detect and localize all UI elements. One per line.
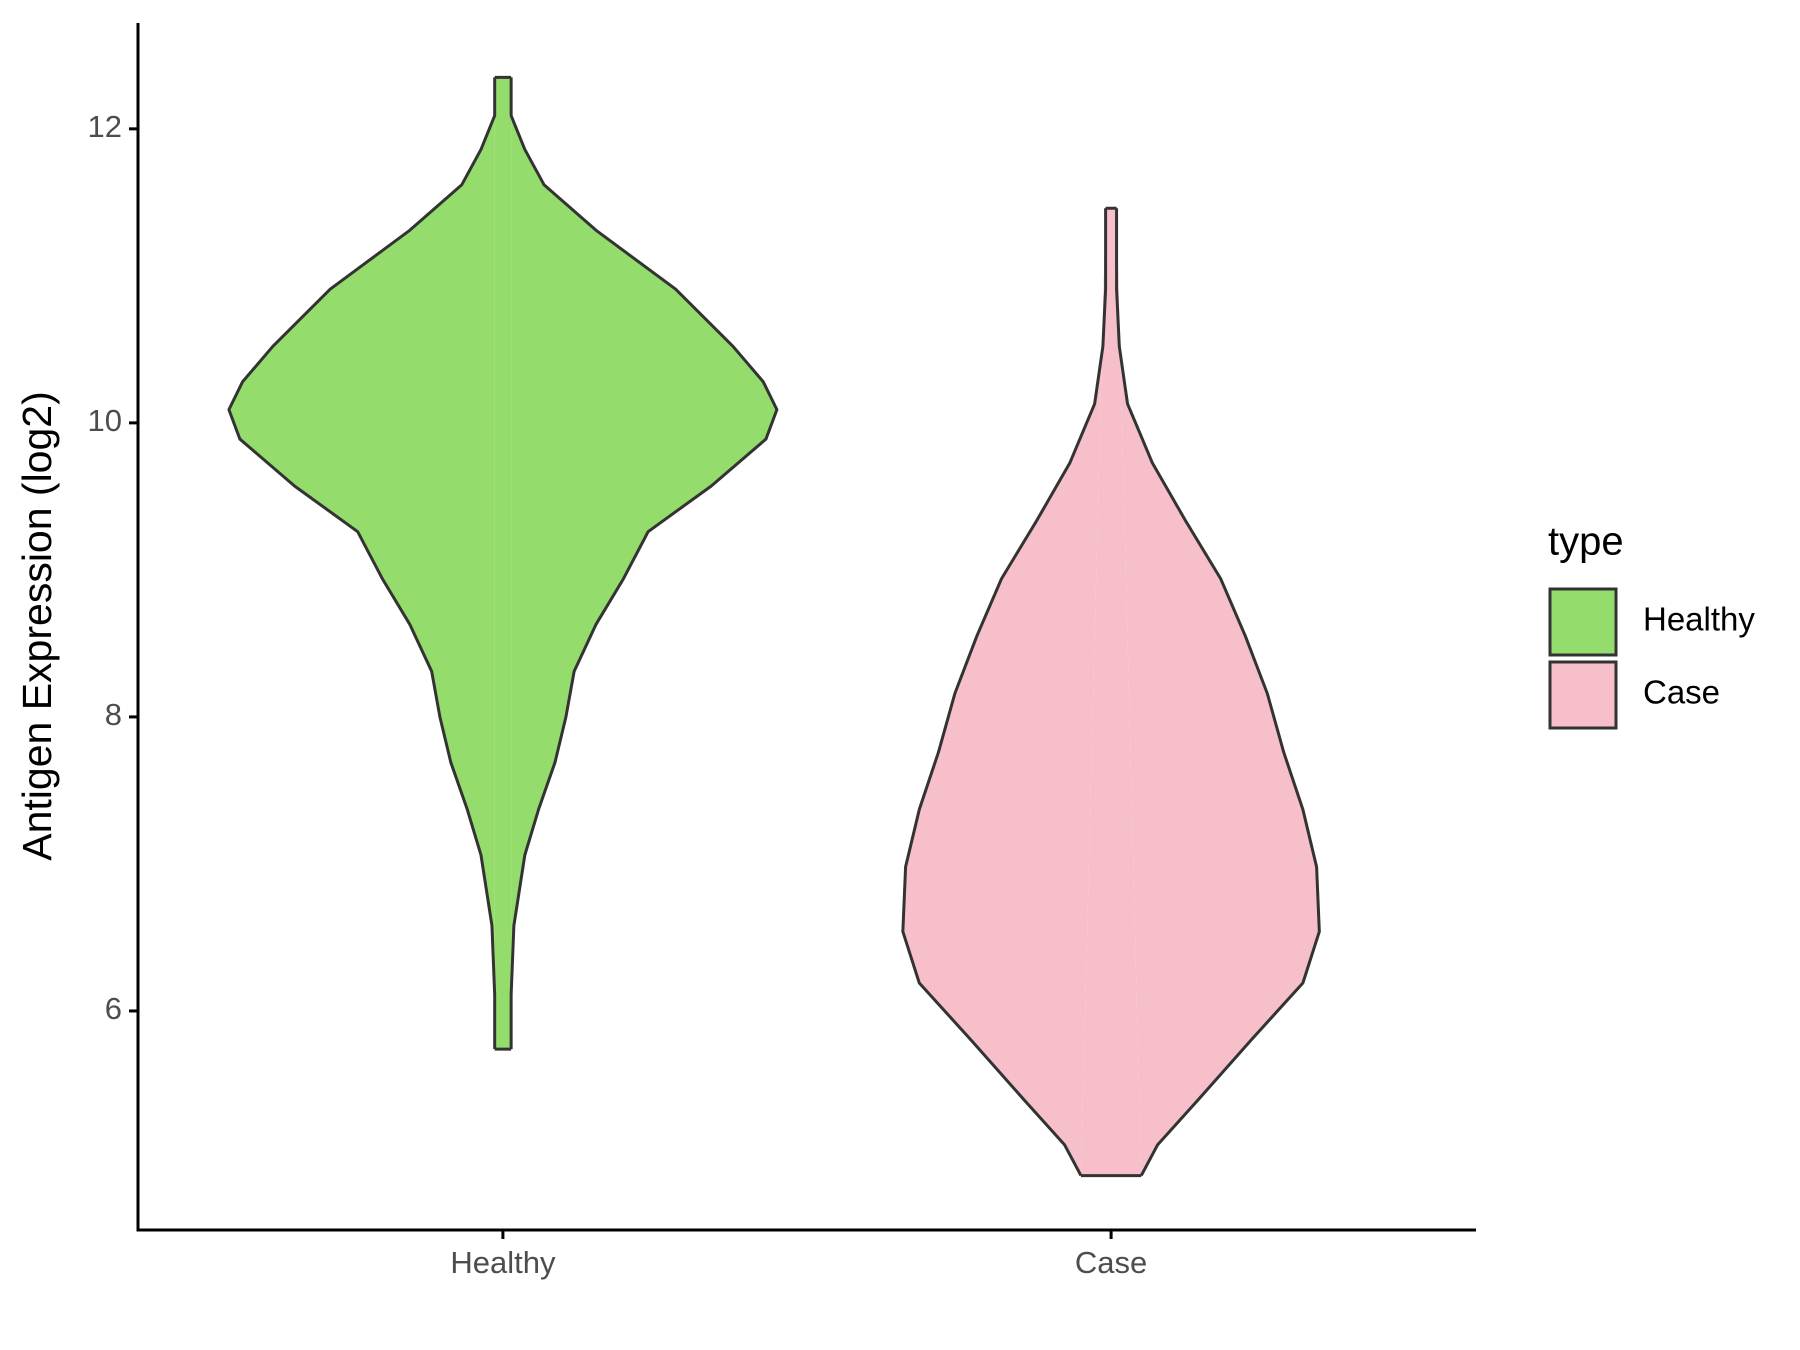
y-tick-label: 8 [105,697,122,732]
legend-label: Healthy [1643,601,1755,638]
x-tick-label: Healthy [450,1245,556,1280]
violin-left [227,77,497,1050]
y-axis-title: Antigen Expression (log2) [14,391,60,860]
violin-left [901,208,1108,1177]
violin-right [1115,208,1321,1177]
violin-core [1080,208,1142,1176]
y-tick-label: 6 [105,991,122,1026]
violin-right [509,77,779,1050]
y-tick-label: 12 [88,109,122,144]
legend-title: type [1548,520,1624,564]
legend-key [1548,587,1618,657]
legend-label: Case [1643,674,1720,711]
violin-core [494,77,512,1050]
y-tick-label: 10 [88,403,122,438]
legend-key [1548,660,1618,730]
x-tick-label: Case [1075,1245,1147,1280]
